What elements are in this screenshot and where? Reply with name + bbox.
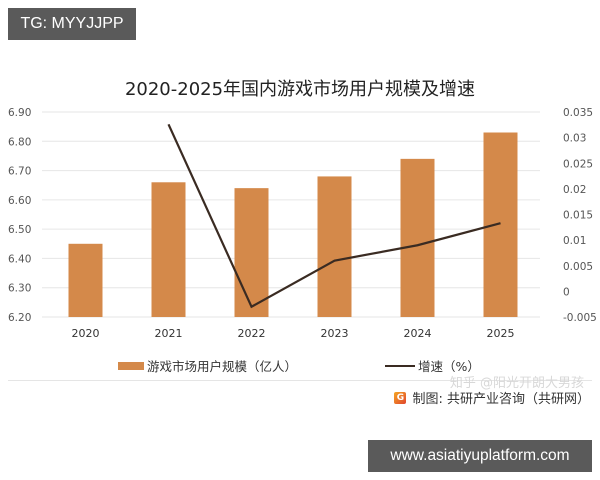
divider: [8, 380, 592, 381]
line-swatch-icon: [385, 364, 415, 367]
left-tick-label: 6.30: [8, 283, 31, 295]
growth-line: [167, 123, 501, 309]
tag-label: TG: MYYJJPP: [8, 8, 136, 40]
left-tick-label: 6.50: [8, 224, 31, 236]
watermark: 知乎 @阳光开朗大男孩: [449, 376, 584, 391]
bar: [151, 182, 186, 317]
x-tick-label: 2025: [487, 327, 515, 340]
x-tick-label: 2021: [155, 327, 183, 340]
right-tick-label: 0.02: [563, 184, 586, 196]
right-tick-label: 0: [563, 286, 570, 298]
bar-swatch-icon: [118, 361, 144, 370]
x-tick-label: 2024: [404, 327, 432, 340]
left-tick-label: 6.70: [8, 166, 31, 178]
bar: [234, 188, 269, 317]
right-tick-label: 0.025: [563, 158, 593, 170]
bar: [483, 132, 518, 317]
legend-item-line: 增速（%）: [385, 356, 480, 375]
source-credit: G 制图: 共研产业咨询（共研网）: [394, 388, 590, 407]
x-tick-label: 2023: [321, 327, 349, 340]
left-tick-label: 6.80: [8, 136, 31, 148]
legend-line-label: 增速（%）: [418, 359, 480, 374]
site-label: www.asiatiyuplatform.com: [368, 440, 592, 472]
right-tick-label: -0.005: [563, 312, 597, 324]
bar: [68, 243, 103, 317]
source-text: 制图: 共研产业咨询（共研网）: [412, 392, 590, 407]
chart-title: 2020-2025年国内游戏市场用户规模及增速: [124, 79, 476, 100]
x-tick-label: 2020: [72, 327, 100, 340]
left-tick-label: 6.20: [8, 312, 31, 324]
right-tick-label: 0.03: [563, 133, 586, 145]
right-tick-label: 0.005: [563, 261, 593, 273]
legend-bar-label: 游戏市场用户规模（亿人）: [147, 359, 298, 374]
logo-icon: G: [394, 391, 407, 404]
legend-item-bar: 游戏市场用户规模（亿人）: [118, 356, 297, 375]
left-tick-label: 6.40: [8, 253, 31, 265]
chart-plot: 6.90 6.80 6.70 6.60 6.50 6.40 6.30 6.20 0.035 0.0…: [8, 107, 597, 340]
right-tick-label: 0.01: [563, 235, 586, 247]
right-tick-label: 0.035: [563, 107, 593, 119]
bar: [400, 158, 435, 317]
bar: [317, 176, 352, 317]
x-tick-label: 2022: [238, 327, 266, 340]
left-tick-label: 6.90: [8, 107, 31, 119]
right-tick-label: 0.015: [563, 210, 593, 222]
left-tick-label: 6.60: [8, 195, 31, 207]
